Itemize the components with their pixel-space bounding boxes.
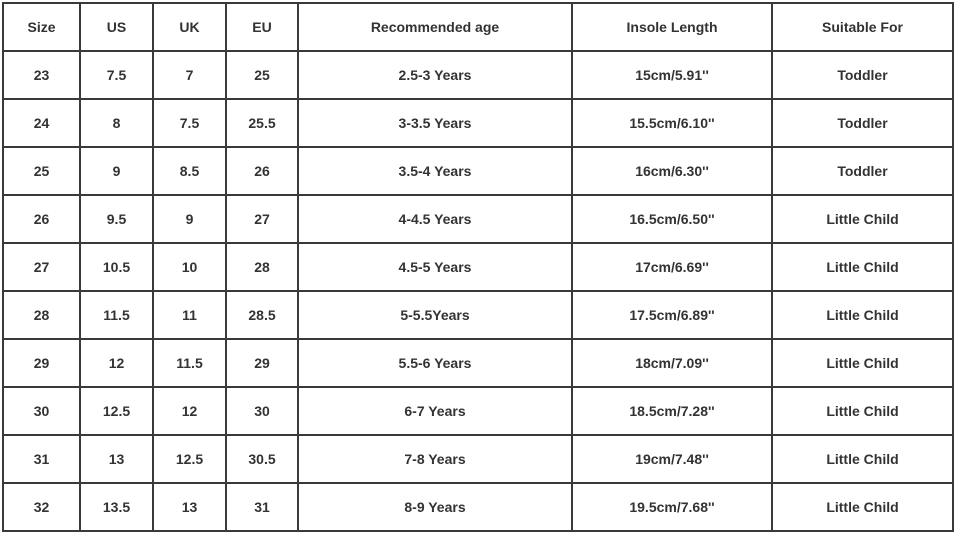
cell-us: 9 xyxy=(79,146,154,196)
cell-suitable-for: Little Child xyxy=(771,290,954,340)
cell-recommended-age: 4-4.5 Years xyxy=(297,194,573,244)
cell-uk: 10 xyxy=(152,242,227,292)
table-row: 31 13 12.5 30.5 7-8 Years 19cm/7.48'' Little C… xyxy=(2,434,954,484)
cell-insole-length: 15cm/5.91'' xyxy=(571,50,773,100)
cell-recommended-age: 2.5-3 Years xyxy=(297,50,573,100)
cell-uk: 11.5 xyxy=(152,338,227,388)
cell-eu: 28.5 xyxy=(225,290,299,340)
cell-recommended-age: 3.5-4 Years xyxy=(297,146,573,196)
cell-eu: 30.5 xyxy=(225,434,299,484)
header-suitable-for: Suitable For xyxy=(771,2,954,52)
cell-suitable-for: Little Child xyxy=(771,482,954,532)
cell-size: 25 xyxy=(2,146,81,196)
header-eu: EU xyxy=(225,2,299,52)
header-uk: UK xyxy=(152,2,227,52)
cell-suitable-for: Toddler xyxy=(771,50,954,100)
cell-us: 12.5 xyxy=(79,386,154,436)
cell-eu: 29 xyxy=(225,338,299,388)
header-recommended-age: Recommended age xyxy=(297,2,573,52)
cell-us: 13 xyxy=(79,434,154,484)
table-row: 30 12.5 12 30 6-7 Years 18.5cm/7.28'' Little C… xyxy=(2,386,954,436)
cell-eu: 28 xyxy=(225,242,299,292)
cell-uk: 12 xyxy=(152,386,227,436)
cell-suitable-for: Little Child xyxy=(771,194,954,244)
header-size: Size xyxy=(2,2,81,52)
cell-eu: 31 xyxy=(225,482,299,532)
cell-uk: 11 xyxy=(152,290,227,340)
cell-suitable-for: Little Child xyxy=(771,434,954,484)
cell-size: 23 xyxy=(2,50,81,100)
cell-size: 30 xyxy=(2,386,81,436)
cell-insole-length: 18cm/7.09'' xyxy=(571,338,773,388)
cell-recommended-age: 3-3.5 Years xyxy=(297,98,573,148)
cell-uk: 7 xyxy=(152,50,227,100)
cell-uk: 7.5 xyxy=(152,98,227,148)
header-row: Size US UK EU Recommended age Insole Length Su… xyxy=(2,2,954,52)
cell-insole-length: 16.5cm/6.50'' xyxy=(571,194,773,244)
size-chart-table: Size US UK EU Recommended age Insole Length Su… xyxy=(2,2,954,532)
cell-insole-length: 19.5cm/7.68'' xyxy=(571,482,773,532)
cell-uk: 13 xyxy=(152,482,227,532)
cell-size: 24 xyxy=(2,98,81,148)
cell-eu: 26 xyxy=(225,146,299,196)
cell-insole-length: 15.5cm/6.10'' xyxy=(571,98,773,148)
cell-recommended-age: 5-5.5Years xyxy=(297,290,573,340)
table-row: 25 9 8.5 26 3.5-4 Years 16cm/6.30'' Toddler xyxy=(2,146,954,196)
cell-eu: 25.5 xyxy=(225,98,299,148)
header-us: US xyxy=(79,2,154,52)
cell-recommended-age: 8-9 Years xyxy=(297,482,573,532)
cell-suitable-for: Little Child xyxy=(771,338,954,388)
cell-us: 9.5 xyxy=(79,194,154,244)
cell-uk: 12.5 xyxy=(152,434,227,484)
cell-us: 8 xyxy=(79,98,154,148)
cell-eu: 25 xyxy=(225,50,299,100)
cell-recommended-age: 4.5-5 Years xyxy=(297,242,573,292)
cell-size: 28 xyxy=(2,290,81,340)
cell-us: 10.5 xyxy=(79,242,154,292)
table-row: 24 8 7.5 25.5 3-3.5 Years 15.5cm/6.10'' Toddle… xyxy=(2,98,954,148)
cell-size: 29 xyxy=(2,338,81,388)
cell-insole-length: 16cm/6.30'' xyxy=(571,146,773,196)
cell-recommended-age: 5.5-6 Years xyxy=(297,338,573,388)
cell-size: 31 xyxy=(2,434,81,484)
cell-recommended-age: 7-8 Years xyxy=(297,434,573,484)
cell-recommended-age: 6-7 Years xyxy=(297,386,573,436)
cell-insole-length: 17cm/6.69'' xyxy=(571,242,773,292)
cell-us: 13.5 xyxy=(79,482,154,532)
cell-eu: 30 xyxy=(225,386,299,436)
cell-us: 7.5 xyxy=(79,50,154,100)
cell-size: 27 xyxy=(2,242,81,292)
table-row: 28 11.5 11 28.5 5-5.5Years 17.5cm/6.89'' Littl… xyxy=(2,290,954,340)
table-row: 26 9.5 9 27 4-4.5 Years 16.5cm/6.50'' Little C… xyxy=(2,194,954,244)
cell-us: 11.5 xyxy=(79,290,154,340)
cell-suitable-for: Little Child xyxy=(771,242,954,292)
cell-uk: 8.5 xyxy=(152,146,227,196)
table-row: 32 13.5 13 31 8-9 Years 19.5cm/7.68'' Little C… xyxy=(2,482,954,532)
cell-size: 32 xyxy=(2,482,81,532)
cell-size: 26 xyxy=(2,194,81,244)
cell-insole-length: 18.5cm/7.28'' xyxy=(571,386,773,436)
cell-suitable-for: Little Child xyxy=(771,386,954,436)
cell-insole-length: 19cm/7.48'' xyxy=(571,434,773,484)
cell-us: 12 xyxy=(79,338,154,388)
cell-uk: 9 xyxy=(152,194,227,244)
header-insole-length: Insole Length xyxy=(571,2,773,52)
cell-insole-length: 17.5cm/6.89'' xyxy=(571,290,773,340)
cell-suitable-for: Toddler xyxy=(771,146,954,196)
cell-eu: 27 xyxy=(225,194,299,244)
table-row: 29 12 11.5 29 5.5-6 Years 18cm/7.09'' Little C… xyxy=(2,338,954,388)
table-row: 27 10.5 10 28 4.5-5 Years 17cm/6.69'' Little C… xyxy=(2,242,954,292)
cell-suitable-for: Toddler xyxy=(771,98,954,148)
table-row: 23 7.5 7 25 2.5-3 Years 15cm/5.91'' Toddler xyxy=(2,50,954,100)
